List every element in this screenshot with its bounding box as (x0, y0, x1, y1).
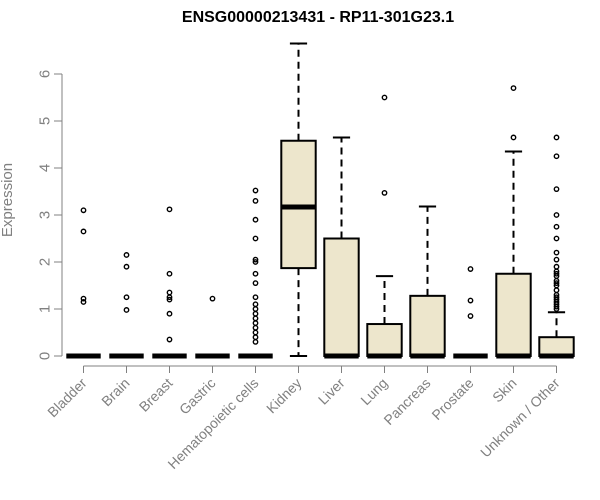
outlier-point (80, 299, 87, 305)
chart-title: ENSG00000213431 - RP11-301G23.1 (182, 9, 454, 26)
outlier-point (553, 153, 560, 160)
outlier-point (252, 256, 259, 263)
outlier-point (553, 249, 560, 256)
outlier-point (381, 190, 388, 196)
outlier-point (166, 310, 173, 317)
x-tick-label: Skin (489, 375, 520, 406)
outlier-point (166, 336, 173, 343)
outlier-point (123, 263, 130, 270)
outlier-point (80, 228, 87, 235)
outlier-point (252, 235, 259, 242)
outlier-point (166, 270, 173, 277)
outlier-point (123, 307, 130, 313)
box-group (280, 42, 317, 357)
outlier-point (252, 187, 259, 194)
x-tick-label: Pancreas (380, 375, 433, 428)
y-tick-label: 3 (36, 211, 53, 219)
x-tick-label: Lung (357, 375, 390, 408)
x-tick-label: Liver (315, 375, 348, 408)
y-axis-label: Expression (0, 163, 16, 237)
outlier-point (123, 252, 130, 258)
box-rect (409, 294, 446, 357)
outlier-point (80, 207, 87, 214)
box-rect (280, 139, 317, 270)
box-rect (366, 323, 403, 358)
outlier-point (166, 206, 173, 213)
outlier-point (553, 212, 560, 218)
outlier-point (252, 216, 259, 223)
outlier-point (252, 301, 259, 308)
outlier-point (510, 85, 517, 92)
outlier-point (510, 134, 517, 141)
box-rect (323, 237, 360, 357)
y-tick-label: 2 (36, 258, 53, 266)
outlier-point (252, 306, 259, 312)
box-group (66, 207, 101, 359)
outlier-point (553, 134, 560, 141)
outlier-point (553, 280, 560, 287)
outlier-point (553, 235, 560, 242)
outlier-point (553, 256, 560, 263)
x-tick-label: Kidney (263, 375, 305, 417)
box-group (453, 266, 488, 359)
outlier-point (252, 324, 259, 331)
outlier-point (252, 338, 259, 345)
y-tick-label: 4 (36, 164, 53, 172)
outlier-point (252, 259, 259, 265)
outlier-point (252, 329, 259, 336)
outlier-point (252, 197, 259, 204)
outlier-point (252, 270, 259, 277)
outlier-point (553, 294, 560, 301)
outlier-point (553, 270, 560, 277)
y-tick-label: 0 (36, 352, 53, 360)
box-group (409, 205, 446, 359)
outlier-point (467, 297, 474, 304)
y-tick-label: 1 (36, 305, 53, 313)
box-rect (495, 272, 532, 357)
outlier-point (553, 263, 560, 270)
x-tick-label: Brain (98, 375, 132, 409)
box-rect (538, 336, 575, 358)
y-tick-label: 6 (36, 70, 53, 78)
outlier-point (467, 313, 474, 319)
x-tick-label: Prostate (428, 375, 476, 423)
outlier-point (467, 266, 474, 272)
y-axis: 0 1 2 3 4 5 6 (36, 70, 63, 360)
outlier-point (209, 295, 216, 302)
box-group (323, 136, 360, 359)
outlier-point (123, 294, 130, 301)
y-tick-label: 5 (36, 117, 53, 125)
outlier-point (166, 296, 173, 303)
x-tick-label: Bladder (44, 375, 90, 421)
outlier-point (80, 295, 87, 302)
x-tick-label: Unknown / Other (477, 375, 563, 461)
x-tick-label: Gastric (176, 375, 219, 418)
box-group (538, 134, 575, 359)
box-group (152, 206, 187, 359)
outlier-point (252, 280, 259, 287)
outlier-point (553, 287, 560, 294)
box-group (109, 252, 144, 359)
x-tick-label: Breast (136, 375, 176, 415)
outlier-point (252, 320, 259, 326)
box-group (366, 94, 403, 359)
outlier-point (166, 289, 173, 296)
outlier-point (553, 223, 560, 230)
box-group (238, 187, 273, 359)
outlier-point (252, 310, 259, 317)
outlier-point (553, 186, 560, 193)
outlier-point (252, 334, 259, 341)
box-group (195, 295, 230, 359)
outlier-point (252, 294, 259, 301)
plot-area (66, 42, 575, 359)
outlier-point (252, 315, 259, 322)
outlier-point (381, 94, 388, 101)
box-group (495, 85, 532, 359)
